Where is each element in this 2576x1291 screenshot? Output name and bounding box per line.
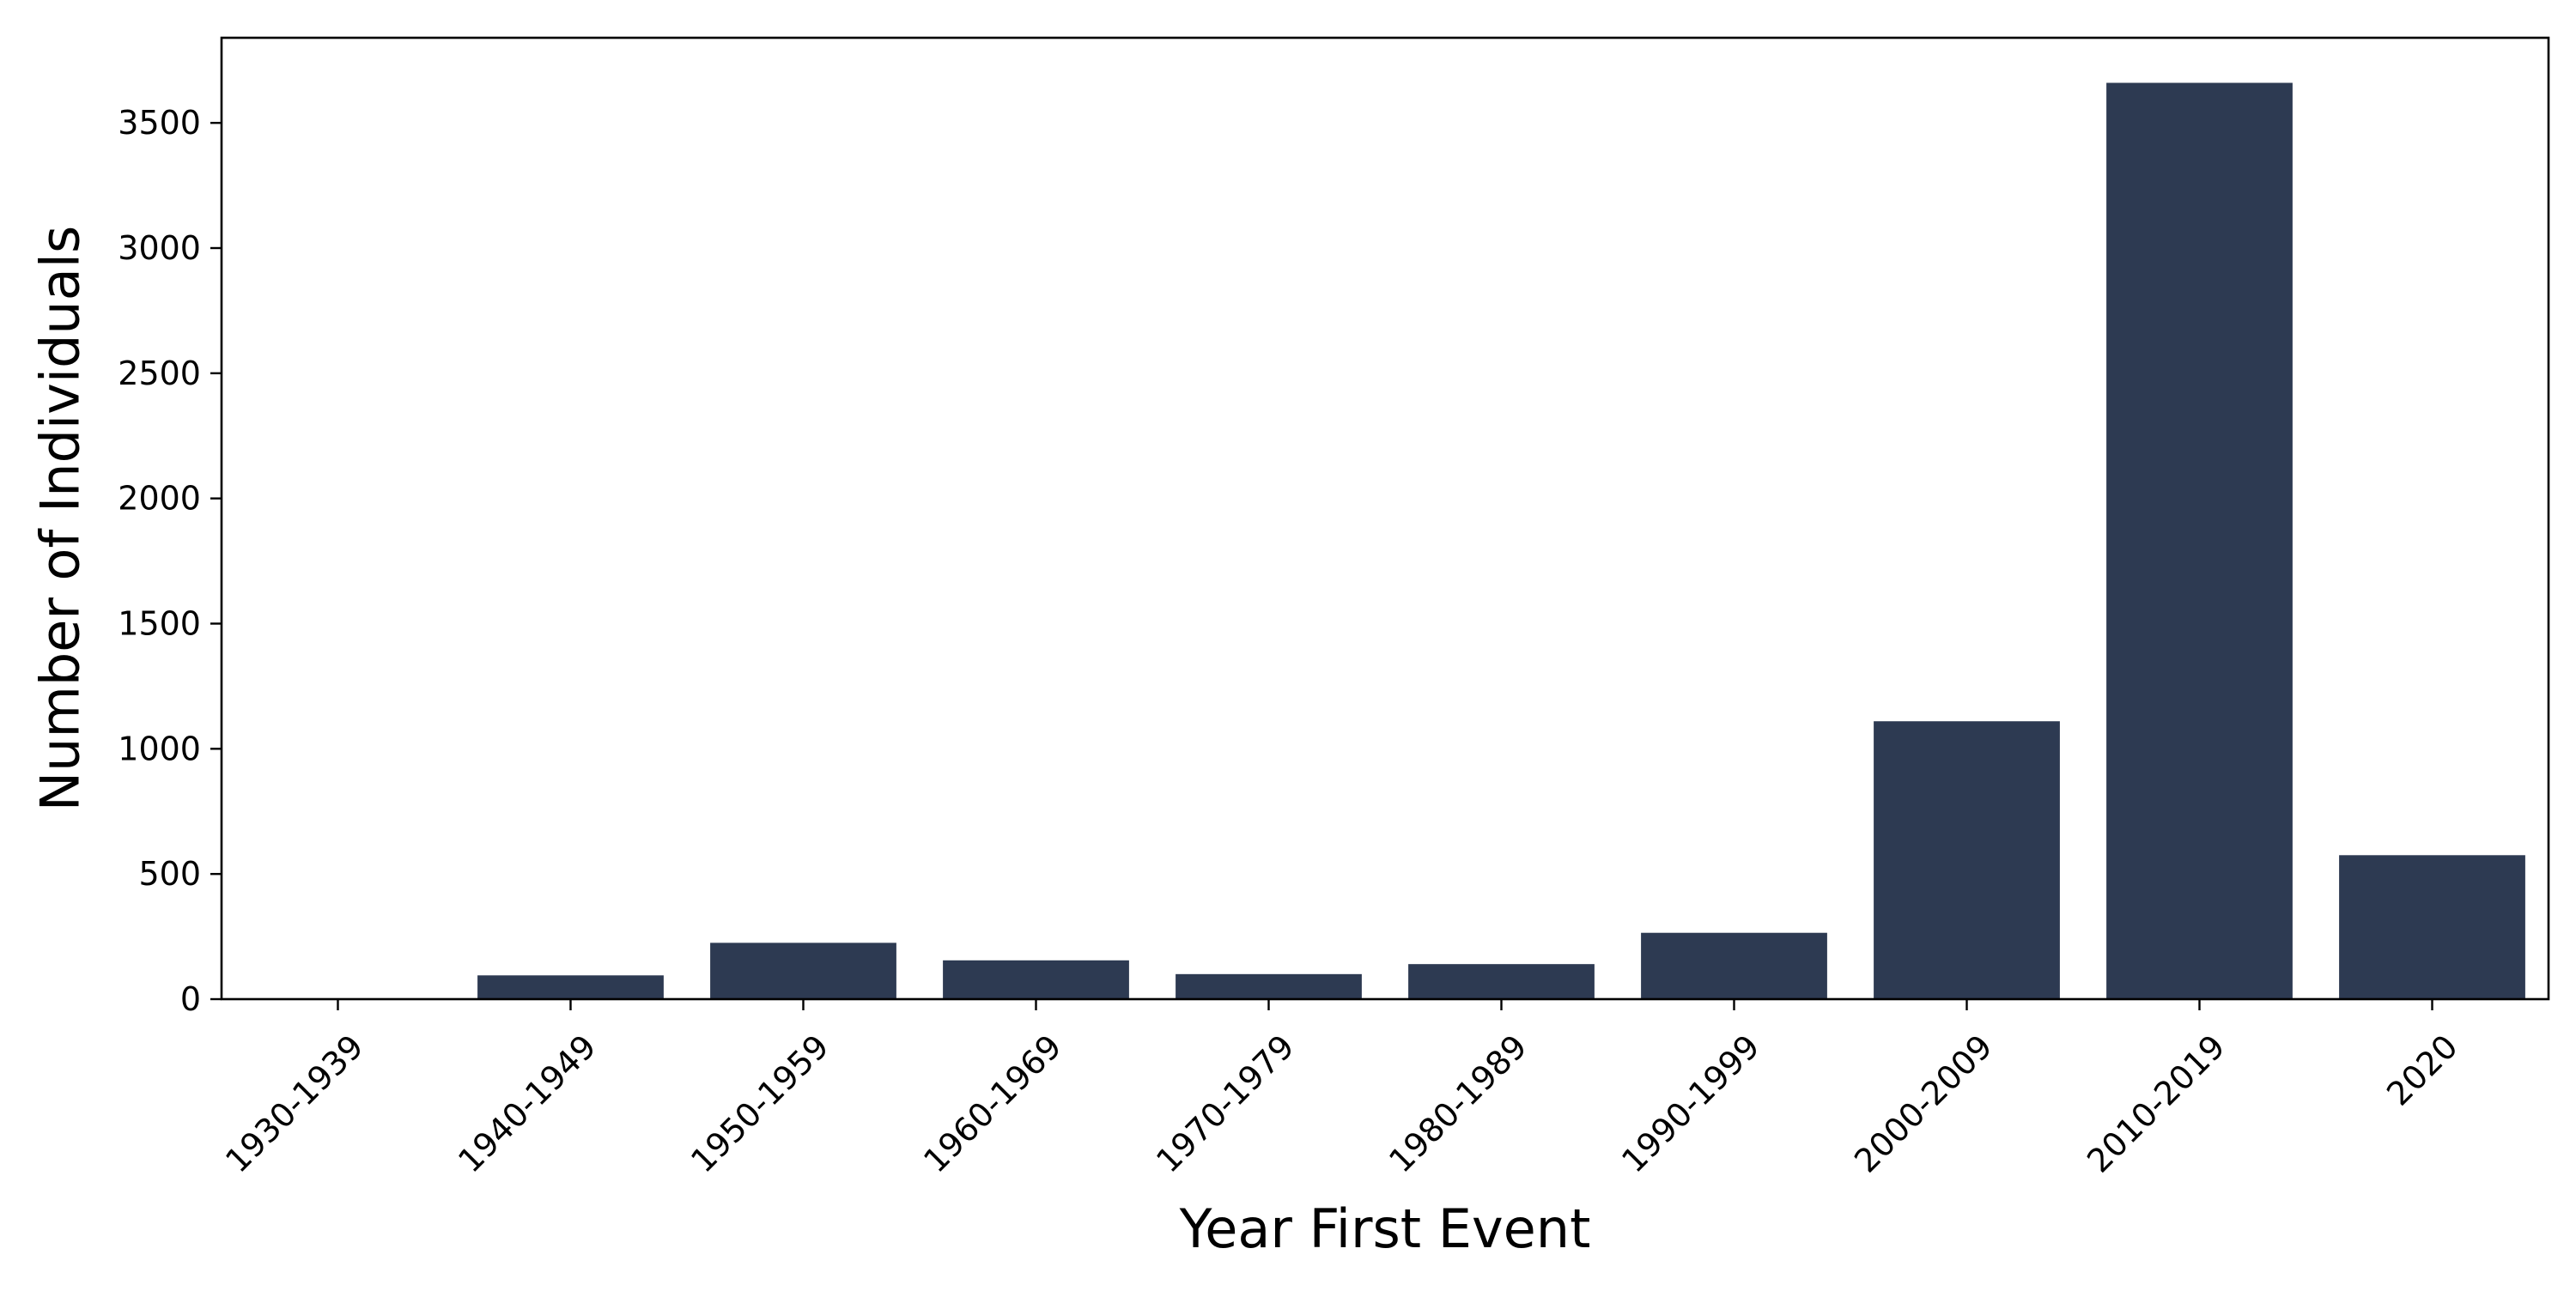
bar-1970-1979 [1176, 973, 1362, 999]
axes-layer [220, 36, 2550, 1001]
x-tick-label: 1950-1959 [683, 1027, 836, 1180]
x-tick-label: 1960-1969 [916, 1027, 1069, 1180]
x-tick-label: 1970-1979 [1149, 1027, 1302, 1180]
y-tick-label: 0 [180, 980, 201, 1018]
x-axis-label: Year First Event [1179, 1197, 1591, 1260]
x-tick-label: 2010-2019 [2080, 1027, 2233, 1180]
bar-2020 [2339, 855, 2525, 999]
y-tick-label: 2500 [118, 355, 201, 392]
bar-1980-1989 [1408, 964, 1595, 999]
x-ticks-layer: 1930-1939 1940-1949 1950-1959 1960-1969 1970… [218, 999, 2465, 1180]
y-tick-label: 500 [138, 855, 201, 893]
x-tick-label: 1940-1949 [451, 1027, 604, 1180]
bar-1950-1959 [710, 942, 896, 1000]
y-ticks-layer: 0 500 1000 1500 2000 2500 3000 3500 [118, 104, 222, 1018]
x-tick-label: 2020 [2379, 1027, 2465, 1113]
bar-2010-2019 [2106, 82, 2293, 999]
y-tick-label: 3500 [118, 104, 201, 142]
bar-1990-1999 [1641, 932, 1827, 999]
y-axis-label: Number of Individuals [29, 226, 92, 811]
bars-layer [245, 82, 2525, 1000]
y-tick-label: 2000 [118, 480, 201, 518]
bar-2000-2009 [1874, 721, 2060, 999]
x-tick-label: 1980-1989 [1382, 1027, 1534, 1180]
bar-1940-1949 [477, 975, 664, 999]
y-tick-label: 3000 [118, 229, 201, 267]
plot-frame [220, 36, 2550, 1001]
x-tick-label: 2000-2009 [1847, 1027, 2000, 1180]
bar-1960-1969 [943, 960, 1129, 999]
x-tick-label: 1990-1999 [1614, 1027, 1767, 1180]
x-tick-label: 1930-1939 [218, 1027, 371, 1180]
y-tick-label: 1000 [118, 730, 201, 767]
y-tick-label: 1500 [118, 605, 201, 643]
